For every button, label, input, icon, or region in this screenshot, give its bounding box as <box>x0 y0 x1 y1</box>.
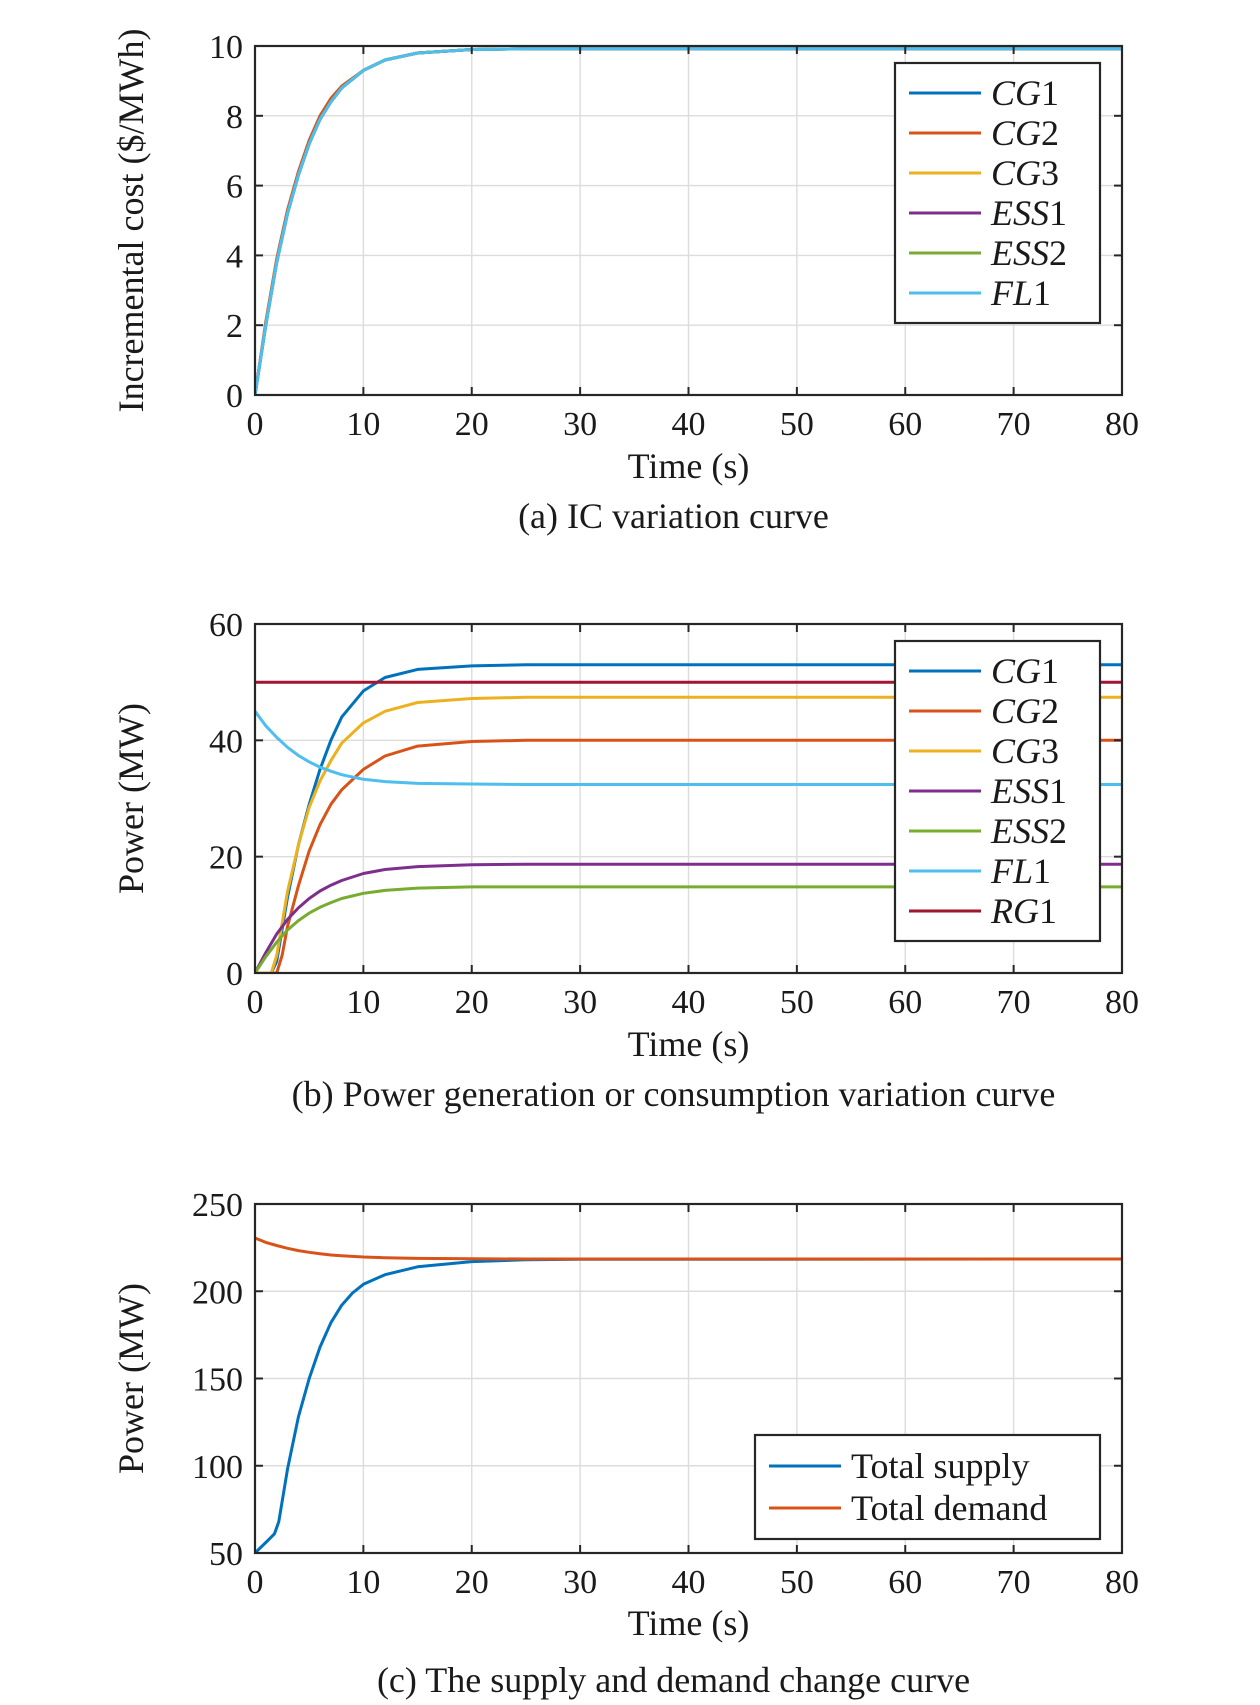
y-tick-label: 250 <box>192 1187 243 1224</box>
legend-label: CG1 <box>991 651 1059 691</box>
series-line-fl1 <box>255 47 1122 395</box>
x-tick-label: 70 <box>997 984 1031 1021</box>
x-tick-label: 40 <box>672 406 706 443</box>
x-axis-label: Time (s) <box>628 1603 750 1643</box>
x-tick-label: 30 <box>563 1564 597 1601</box>
x-tick-label: 60 <box>888 984 922 1021</box>
legend-label: Total demand <box>851 1488 1047 1528</box>
series-line-total-demand <box>255 1236 1122 1261</box>
legend-label: CG2 <box>991 691 1059 731</box>
legend-label: ESS2 <box>990 233 1067 273</box>
x-tick-label: 10 <box>346 984 380 1021</box>
legend-box <box>753 1433 1102 1541</box>
legend-box <box>893 61 1102 325</box>
x-tick-label: 0 <box>247 406 264 443</box>
chart-caption: (c) The supply and demand change curve <box>377 1660 970 1700</box>
x-tick-label: 50 <box>780 1564 814 1601</box>
x-tick-label: 70 <box>997 1564 1031 1601</box>
y-tick-label: 20 <box>209 840 243 877</box>
x-tick-label: 40 <box>672 1564 706 1601</box>
series-line-cg2 <box>255 738 1122 973</box>
y-tick-label: 10 <box>209 29 243 66</box>
legend-label: CG3 <box>991 731 1059 771</box>
series-line-fl1 <box>255 709 1122 786</box>
y-tick-label: 100 <box>192 1449 243 1486</box>
x-tick-label: 80 <box>1105 984 1139 1021</box>
legend-label: FL1 <box>990 273 1051 313</box>
x-tick-label: 60 <box>888 1564 922 1601</box>
y-tick-label: 4 <box>226 238 243 275</box>
legend-label: Total supply <box>851 1446 1029 1486</box>
series-line-ess1 <box>255 862 1122 973</box>
legend-label: FL1 <box>990 851 1051 891</box>
x-axis-label: Time (s) <box>628 1024 750 1064</box>
x-tick-label: 0 <box>247 1564 264 1601</box>
y-axis-label: Power (MW) <box>111 1283 151 1474</box>
x-tick-label: 20 <box>455 984 489 1021</box>
x-tick-label: 30 <box>563 406 597 443</box>
y-tick-label: 200 <box>192 1274 243 1311</box>
legend-label: ESS1 <box>990 193 1067 233</box>
y-axis-label: Power (MW) <box>111 703 151 894</box>
x-tick-label: 50 <box>780 984 814 1021</box>
y-tick-label: 150 <box>192 1362 243 1399</box>
y-tick-label: 0 <box>226 378 243 415</box>
legend-label: CG3 <box>991 153 1059 193</box>
y-tick-label: 60 <box>209 607 243 644</box>
chart-panel-2: 0 10 20 30 40 50 60 70 80 0 20 40 60 Time (s) Power (M… <box>111 607 1139 1114</box>
series-line-cg3 <box>255 695 1122 973</box>
legend-label: CG2 <box>991 113 1059 153</box>
x-tick-label: 10 <box>346 1564 380 1601</box>
x-tick-label: 20 <box>455 406 489 443</box>
x-tick-label: 10 <box>346 406 380 443</box>
x-tick-label: 0 <box>247 984 264 1021</box>
y-tick-label: 0 <box>226 956 243 993</box>
chart-caption: (b) Power generation or consumption vari… <box>292 1074 1056 1114</box>
x-tick-label: 70 <box>997 406 1031 443</box>
x-tick-label: 40 <box>672 984 706 1021</box>
legend-label: RG1 <box>990 891 1057 931</box>
legend-label: ESS2 <box>990 811 1067 851</box>
legend-label: CG1 <box>991 73 1059 113</box>
y-tick-label: 8 <box>226 99 243 136</box>
chart-panel-1: 0 10 20 30 40 50 60 70 80 0 2 4 6 8 10 Time (s) Incremen… <box>111 29 1139 536</box>
series-line-total-supply <box>255 1257 1122 1553</box>
y-tick-label: 6 <box>226 169 243 206</box>
x-tick-label: 80 <box>1105 406 1139 443</box>
y-tick-label: 2 <box>226 308 243 345</box>
legend-label: ESS1 <box>990 771 1067 811</box>
x-tick-label: 80 <box>1105 1564 1139 1601</box>
x-tick-label: 20 <box>455 1564 489 1601</box>
y-tick-label: 50 <box>209 1536 243 1573</box>
x-tick-label: 60 <box>888 406 922 443</box>
x-tick-label: 30 <box>563 984 597 1021</box>
y-axis-label: Incremental cost ($/MWh) <box>111 29 151 413</box>
x-tick-label: 50 <box>780 406 814 443</box>
chart-panel-3: 0 10 20 30 40 50 60 70 80 50 100 150 200 250 Time (s) P… <box>111 1187 1139 1700</box>
y-tick-label: 40 <box>209 723 243 760</box>
chart-caption: (a) IC variation curve <box>518 496 829 536</box>
x-axis-label: Time (s) <box>628 446 750 486</box>
series-line-ess2 <box>255 885 1122 973</box>
